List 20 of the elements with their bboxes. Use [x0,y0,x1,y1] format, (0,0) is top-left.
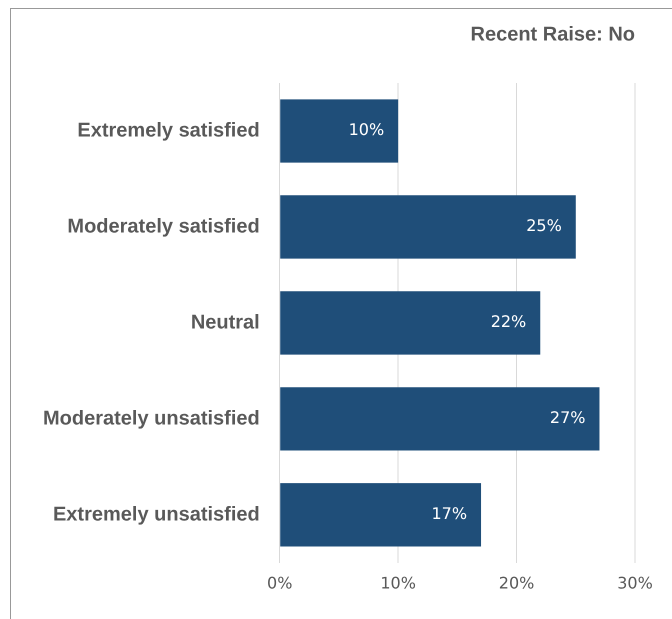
data-label: 25% [526,216,562,236]
bar [280,99,398,163]
chart-title: Recent Raise: No [470,24,635,46]
y-tick-label: Neutral [190,311,260,334]
x-tick-label: 30% [617,574,653,593]
y-tick-label: Extremely unsatisfied [52,503,260,526]
x-tick-label: 20% [498,574,534,593]
data-label: 27% [550,408,586,428]
data-label: 22% [490,312,526,332]
data-label: 10% [348,120,384,140]
y-tick-label: Extremely satisfied [77,119,260,142]
x-tick-label: 10% [380,574,416,593]
x-tick-label: 0% [267,574,292,593]
data-label: 17% [431,504,468,523]
bar [280,195,576,259]
y-tick-label: Moderately unsatisfied [43,407,260,430]
y-tick-label: Moderately satisfied [67,215,260,238]
bar [280,387,600,451]
bar [280,483,482,546]
bar [280,291,540,355]
